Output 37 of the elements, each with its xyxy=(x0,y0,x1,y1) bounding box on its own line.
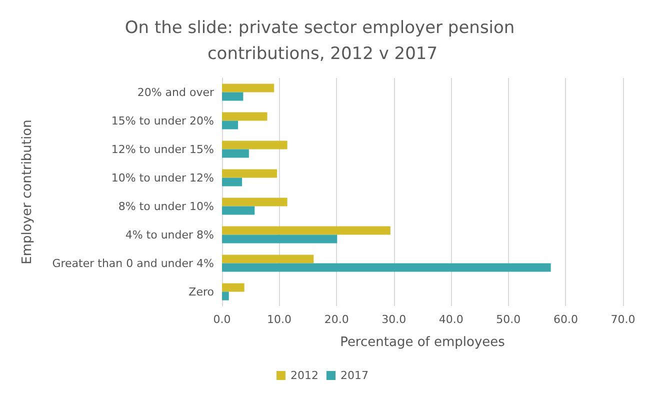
y-axis-title: Employer contribution xyxy=(20,120,35,264)
y-tick-label: 15% to under 20% xyxy=(111,114,214,128)
y-tick-label: Zero xyxy=(188,285,214,298)
y-tick-label: Greater than 0 and under 4% xyxy=(52,256,214,270)
x-axis-title: Percentage of employees xyxy=(340,335,506,350)
bar xyxy=(222,149,249,158)
bar xyxy=(222,292,229,300)
bar xyxy=(222,120,238,130)
x-tick-label: 70.0 xyxy=(610,313,636,326)
x-tick-label: 10.0 xyxy=(267,313,292,326)
bar xyxy=(222,263,551,272)
y-tick-label: 4% to under 8% xyxy=(125,228,214,242)
x-tick-label: 60.0 xyxy=(553,313,578,326)
legend-label: 2017 xyxy=(340,369,368,382)
y-tick-label: 20% and over xyxy=(137,86,214,99)
bar xyxy=(222,112,268,121)
legend-label: 2012 xyxy=(290,369,319,382)
y-tick-label: 8% to under 10% xyxy=(118,200,214,213)
y-tick-label: 10% to under 12% xyxy=(111,171,214,184)
x-tick-label: 50.0 xyxy=(496,313,521,326)
y-tick-label: 12% to under 15% xyxy=(111,142,214,156)
bar xyxy=(222,198,288,206)
bar xyxy=(222,178,242,186)
x-tick-label: 30.0 xyxy=(382,313,406,326)
bar xyxy=(222,234,338,244)
bar xyxy=(222,140,288,150)
x-tick-label: 20.0 xyxy=(324,313,349,326)
bar xyxy=(222,254,314,264)
x-tick-label: 0.0 xyxy=(213,313,231,326)
bar xyxy=(222,206,255,215)
x-tick-label: 40.0 xyxy=(438,313,464,326)
bar xyxy=(222,226,390,235)
bar xyxy=(222,84,274,92)
bar xyxy=(222,283,244,292)
bar xyxy=(222,92,244,101)
bar xyxy=(222,169,277,178)
chart-title: On the slide: private sector employer pension contributions, 2012 v 2017 xyxy=(124,18,520,64)
